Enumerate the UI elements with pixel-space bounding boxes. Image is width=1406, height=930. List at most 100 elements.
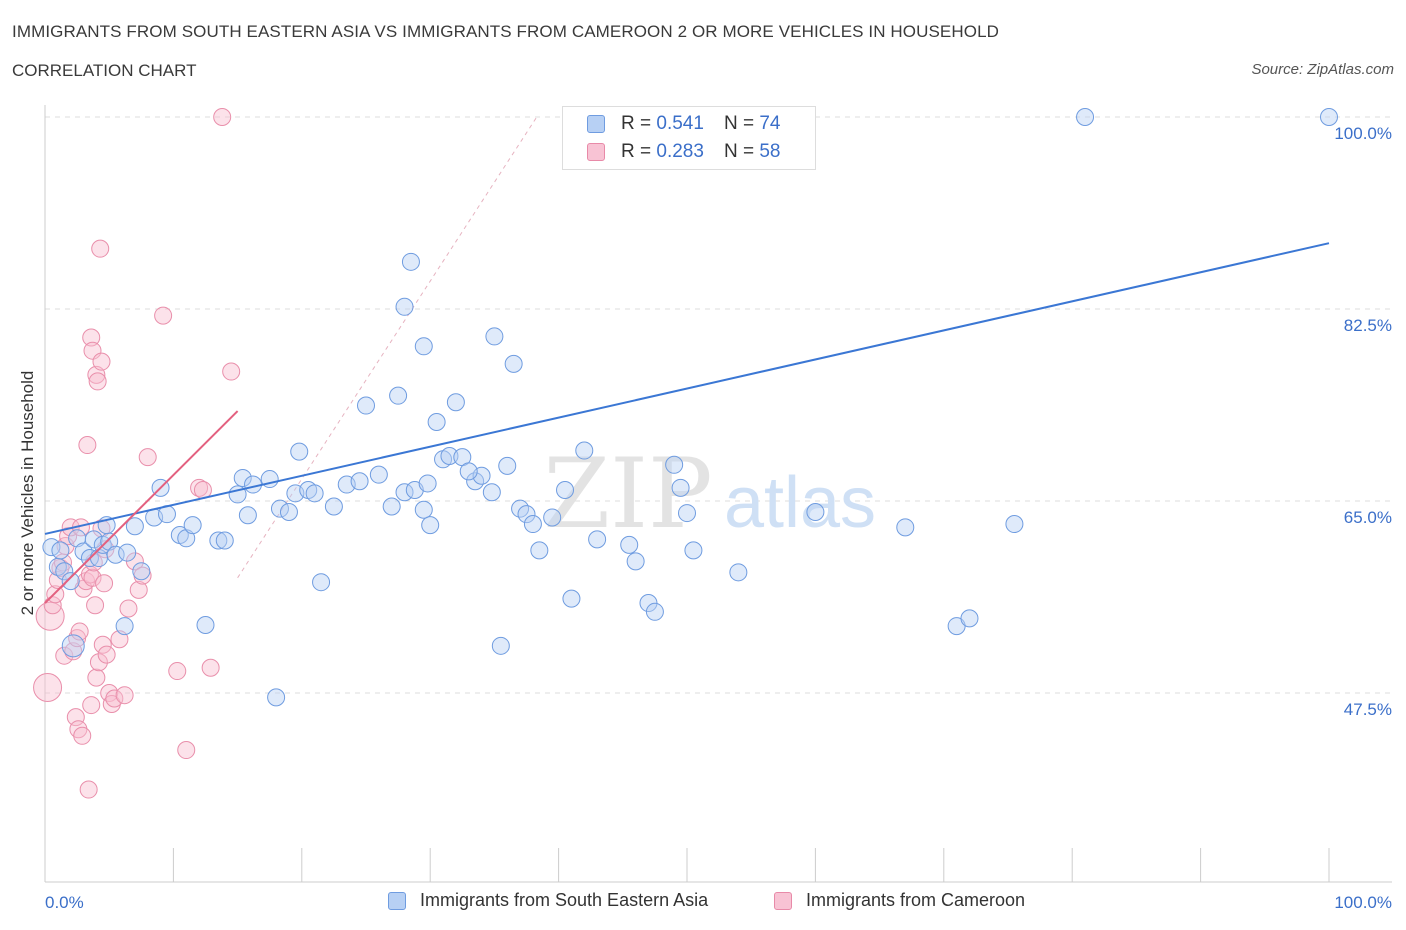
x-tick-label-1: 100.0% (1334, 893, 1392, 912)
reference-diagonal (237, 116, 538, 579)
sea-point (427, 413, 446, 432)
cameroon-point (70, 622, 89, 641)
sea-point (960, 609, 979, 628)
cameroon-point (82, 328, 101, 347)
cameroon-point (46, 585, 65, 604)
r-value-cameroon: 0.283 (656, 141, 704, 162)
sea-point (414, 337, 433, 356)
sea-point (196, 615, 215, 634)
n-value-sea: 74 (759, 113, 781, 134)
gridlines (45, 116, 1392, 694)
sea-point (440, 447, 459, 466)
cameroon-point (80, 565, 99, 584)
cameroon-point (168, 662, 187, 681)
cameroon-point (89, 653, 108, 672)
sea-point (51, 541, 70, 560)
cameroon-trend-line (44, 410, 239, 604)
sea-point (418, 474, 437, 493)
legend-item-cameroon[interactable]: Immigrants from Cameroon (774, 890, 1025, 911)
y-tick-label-0: 47.5% (1344, 700, 1392, 719)
cameroon-point (78, 436, 97, 455)
sea-point (523, 515, 542, 534)
n-label: N = (723, 141, 755, 162)
sea-point (896, 518, 915, 537)
y-tick-label-2: 82.5% (1344, 316, 1392, 335)
sea-point (1320, 108, 1338, 126)
cameroon-point (201, 658, 220, 677)
legend-item-sea[interactable]: Immigrants from South Eastern Asia (388, 890, 708, 911)
sea-swatch (587, 115, 605, 133)
r-label: R = (621, 141, 652, 162)
sea-point (369, 465, 388, 484)
legend-label-sea: Immigrants from South Eastern Asia (420, 890, 709, 910)
sea-point (639, 594, 658, 613)
cameroon-point (86, 596, 105, 615)
chart-subtitle: CORRELATION CHART (12, 61, 197, 80)
stats-box: R = 0.541 N = 74 R = 0.283 N = 58 (562, 106, 816, 170)
n-label: N = (723, 113, 755, 134)
sea-point (1005, 515, 1024, 534)
sea-point (125, 517, 144, 536)
cameroon-point (48, 570, 67, 589)
sea-point (215, 531, 234, 550)
watermark-atlas: atlas (724, 463, 876, 543)
cameroon-point (35, 601, 65, 631)
sea-points (42, 108, 1338, 707)
sea-point (620, 535, 639, 554)
sea-point (485, 327, 504, 346)
r-label: R = (621, 113, 652, 134)
sea-point (626, 552, 645, 571)
sea-point (459, 462, 478, 481)
n-value-cameroon: 58 (759, 141, 781, 162)
sea-point (414, 500, 433, 519)
sea-point (729, 563, 748, 582)
cameroon-point (88, 372, 107, 391)
r-value-sea: 0.541 (656, 113, 704, 134)
sea-point (684, 541, 703, 560)
sea-point (132, 562, 151, 581)
cameroon-point (66, 708, 85, 727)
stats-row-cameroon: R = 0.283 N = 58 (587, 139, 780, 165)
cameroon-point (177, 741, 196, 760)
sea-point (233, 468, 252, 487)
sea-point (357, 396, 375, 415)
cameroon-point (87, 668, 106, 687)
sea-point (209, 531, 228, 550)
sea-point (324, 497, 343, 516)
sea-point (575, 441, 594, 460)
cameroon-point (95, 574, 114, 593)
sea-point (421, 516, 440, 535)
sea-point (401, 252, 420, 271)
sea-point (106, 545, 125, 564)
cameroon-point (222, 362, 241, 381)
sea-point (671, 478, 690, 497)
sea-point (482, 483, 501, 502)
sea-point (491, 636, 510, 655)
legend-swatch-cameroon (774, 891, 792, 910)
cameroon-point (79, 780, 98, 799)
x-ticks (44, 848, 1330, 882)
legend-swatch-sea (388, 891, 406, 910)
cameroon-point (154, 306, 173, 325)
chart-title: IMMIGRANTS FROM SOUTH EASTERN ASIA VS IM… (12, 22, 1000, 41)
sea-point (556, 481, 575, 500)
y-tick-labels: 47.5% 65.0% 82.5% 100.0% (1334, 124, 1392, 719)
cameroon-swatch (587, 143, 605, 161)
watermark-zip: ZIP (543, 438, 712, 550)
sea-point (530, 541, 549, 560)
sea-point (498, 456, 517, 475)
sea-trend-line (44, 242, 1330, 535)
sea-point (279, 502, 298, 521)
sea-point (238, 506, 257, 525)
x-tick-label-0: 0.0% (45, 893, 84, 912)
source-credit: Source: ZipAtlas.com (1251, 61, 1394, 78)
sea-point (267, 688, 286, 707)
sea-point (74, 542, 93, 561)
sea-point (350, 472, 369, 491)
sea-point (177, 529, 196, 548)
cameroon-point (97, 645, 116, 664)
sea-point (382, 497, 401, 516)
cameroon-point (73, 726, 92, 745)
watermark: ZIP atlas (543, 438, 876, 550)
cameroon-point (115, 686, 134, 705)
